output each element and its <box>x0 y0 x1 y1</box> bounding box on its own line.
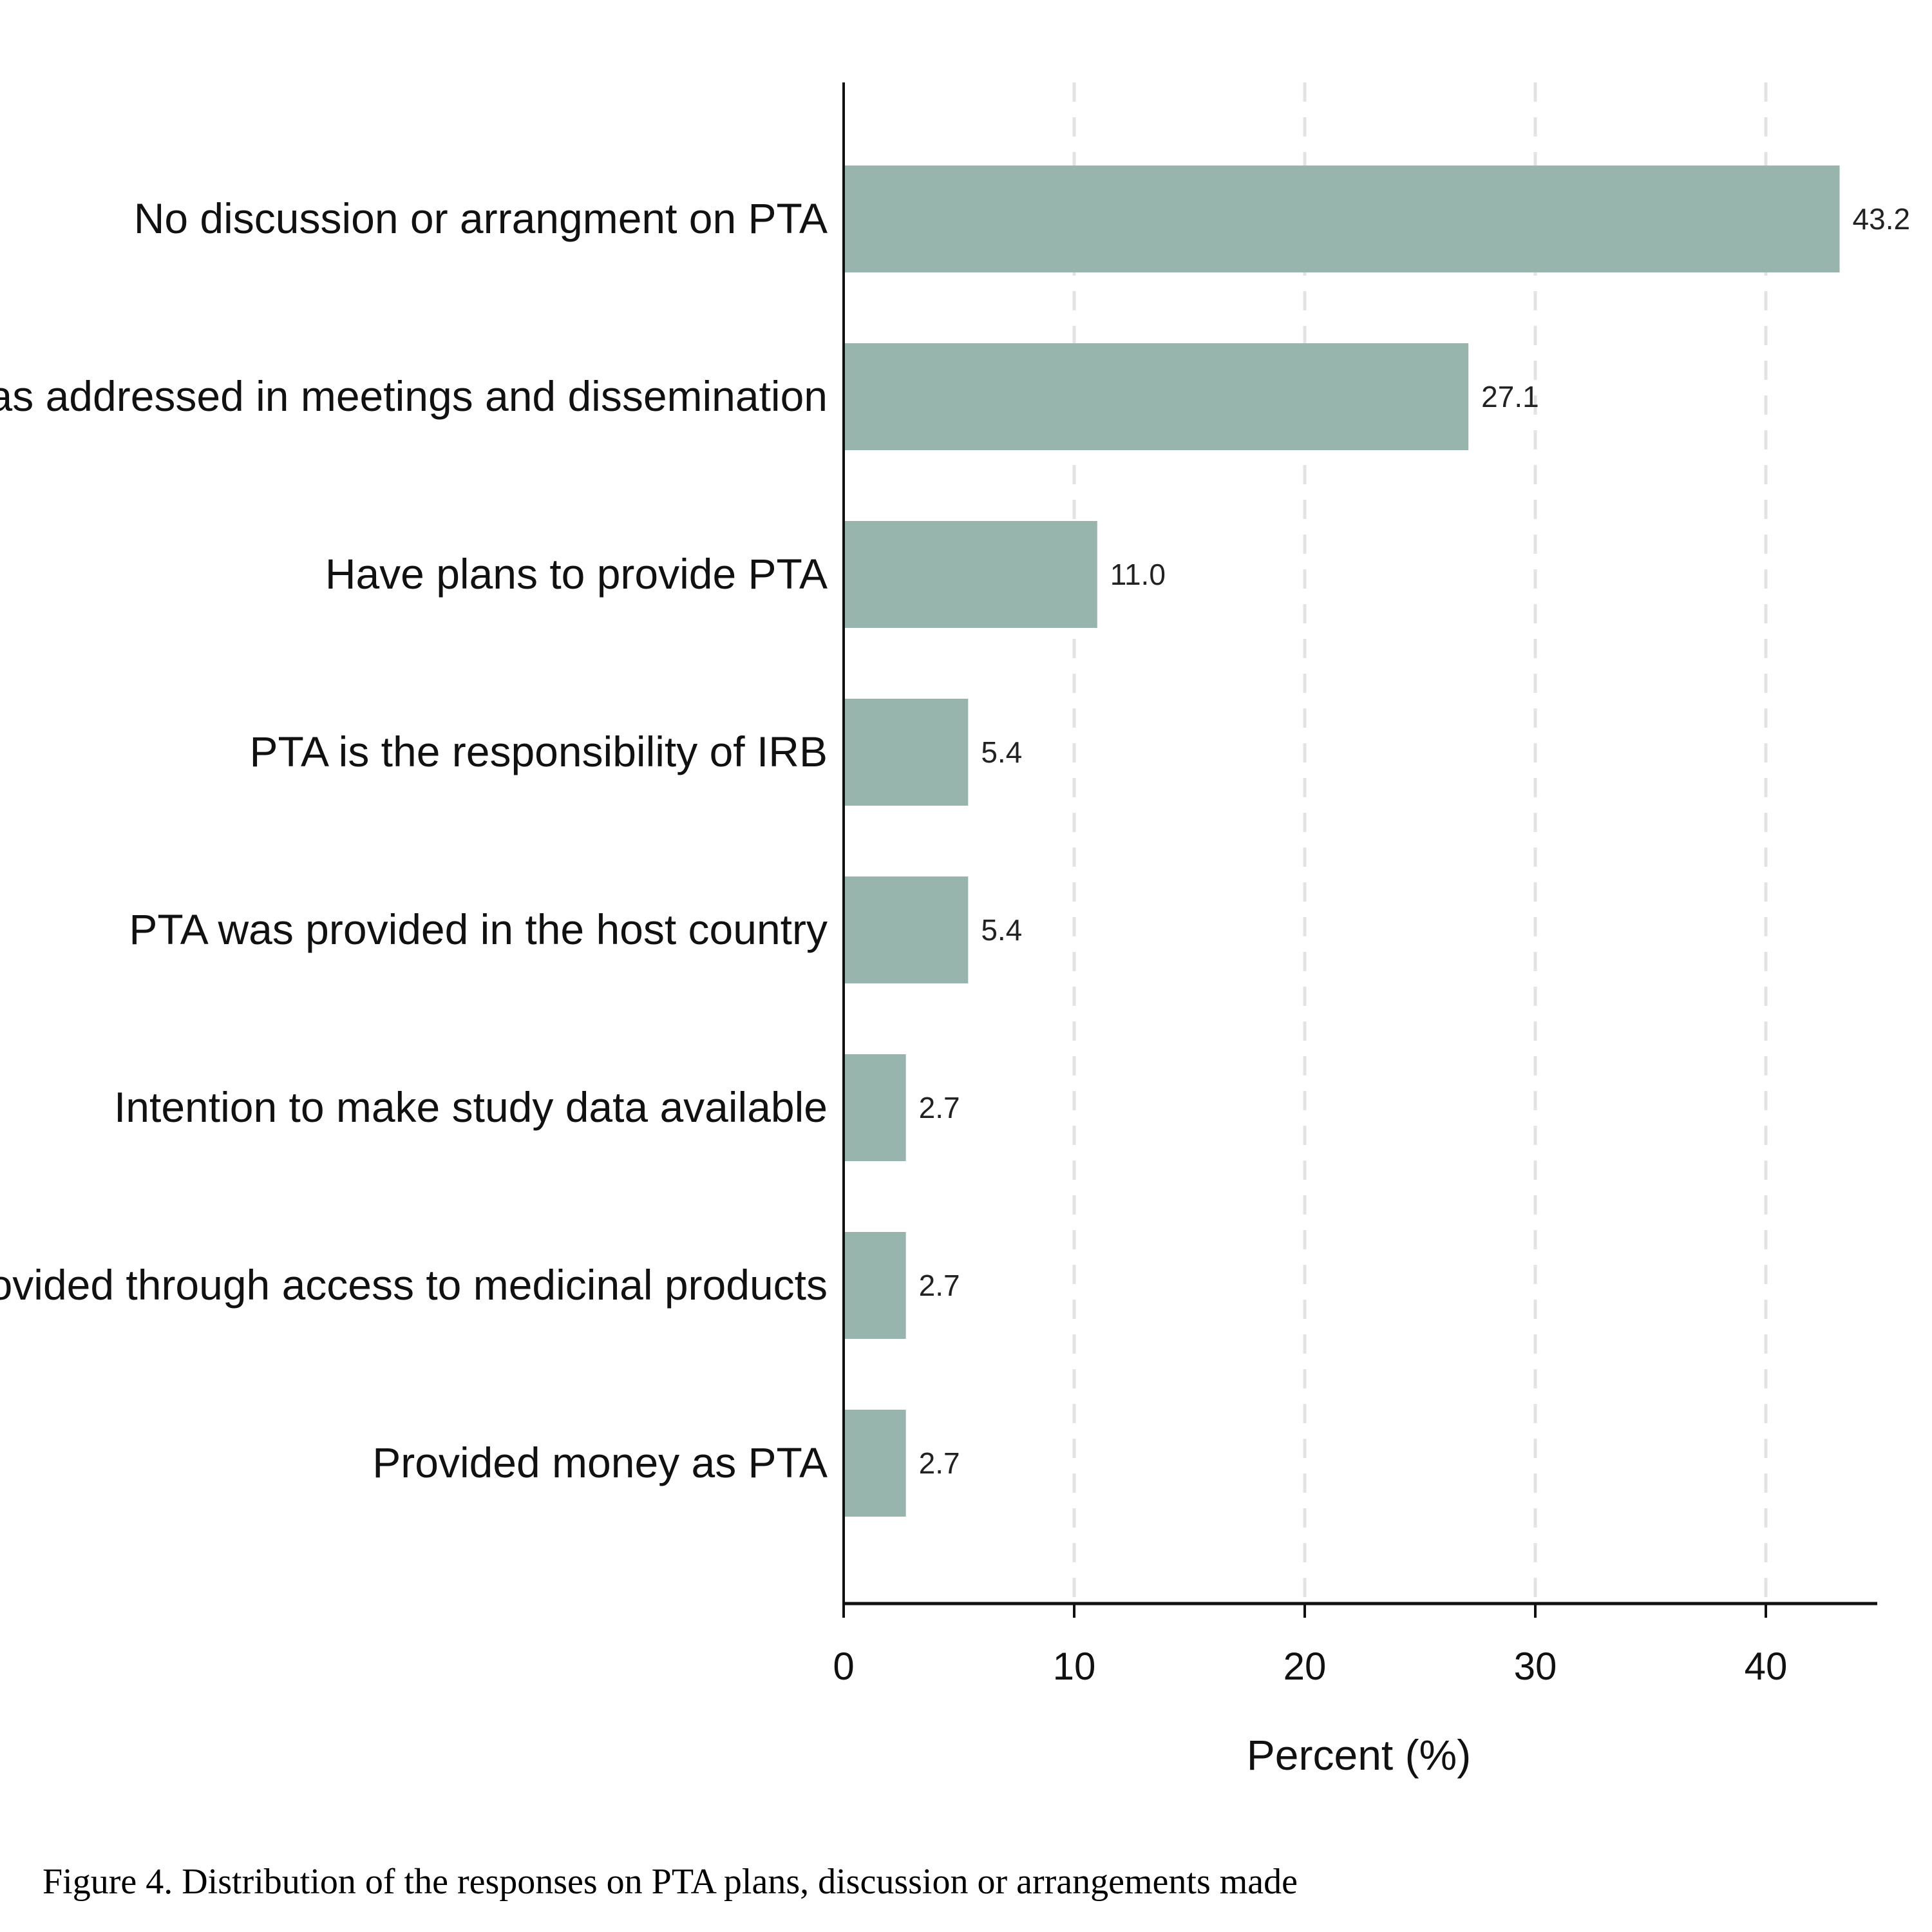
value-label: 2.7 <box>919 1269 960 1302</box>
bar <box>844 876 969 983</box>
category-label: PTA is the responsibility of IRB <box>250 728 828 775</box>
value-label: 43.2 <box>1853 202 1911 236</box>
category-label: No discussion or arrangment on PTA <box>134 194 828 242</box>
x-tick-label: 40 <box>1745 1645 1788 1688</box>
figure-caption: Figure 4. Distribution of the responses … <box>43 1862 1298 1902</box>
bar <box>844 1054 906 1161</box>
bars <box>844 166 1840 1517</box>
x-tick-label: 0 <box>833 1645 854 1688</box>
category-label: PTA provided through access to medicinal… <box>0 1261 828 1309</box>
x-tick-label: 20 <box>1283 1645 1327 1688</box>
bar <box>844 166 1840 272</box>
category-label: Intention to make study data available <box>114 1083 828 1131</box>
value-label: 27.1 <box>1481 380 1539 413</box>
value-label: 5.4 <box>981 913 1022 947</box>
category-label: Provided money as PTA <box>372 1439 828 1486</box>
value-label: 11.0 <box>1110 558 1166 591</box>
axes <box>842 82 1877 1618</box>
x-tick-label: 10 <box>1053 1645 1096 1688</box>
category-label: Have plans to provide PTA <box>325 550 828 598</box>
value-labels: 43.2 27.1 11.0 5.4 5.4 2.7 2.7 2.7 <box>919 202 1910 1480</box>
bar <box>844 521 1097 628</box>
category-labels: No discussion or arrangment on PTA PTA wa… <box>0 194 828 1486</box>
value-label: 2.7 <box>919 1446 960 1480</box>
grid-lines <box>1072 82 1768 1604</box>
bar <box>844 1232 906 1339</box>
value-label: 5.4 <box>981 735 1022 769</box>
category-label: PTA was provided in the host country <box>129 905 828 953</box>
x-axis-title: Percent (%) <box>1247 1731 1471 1779</box>
bar <box>844 699 969 806</box>
category-label: PTA was addressed in meetings and dissem… <box>0 372 828 420</box>
bar <box>844 1410 906 1517</box>
x-tick-labels: 0 10 20 30 40 <box>833 1645 1787 1688</box>
x-tick-label: 30 <box>1514 1645 1557 1688</box>
value-label: 2.7 <box>919 1091 960 1124</box>
bar <box>844 343 1469 450</box>
